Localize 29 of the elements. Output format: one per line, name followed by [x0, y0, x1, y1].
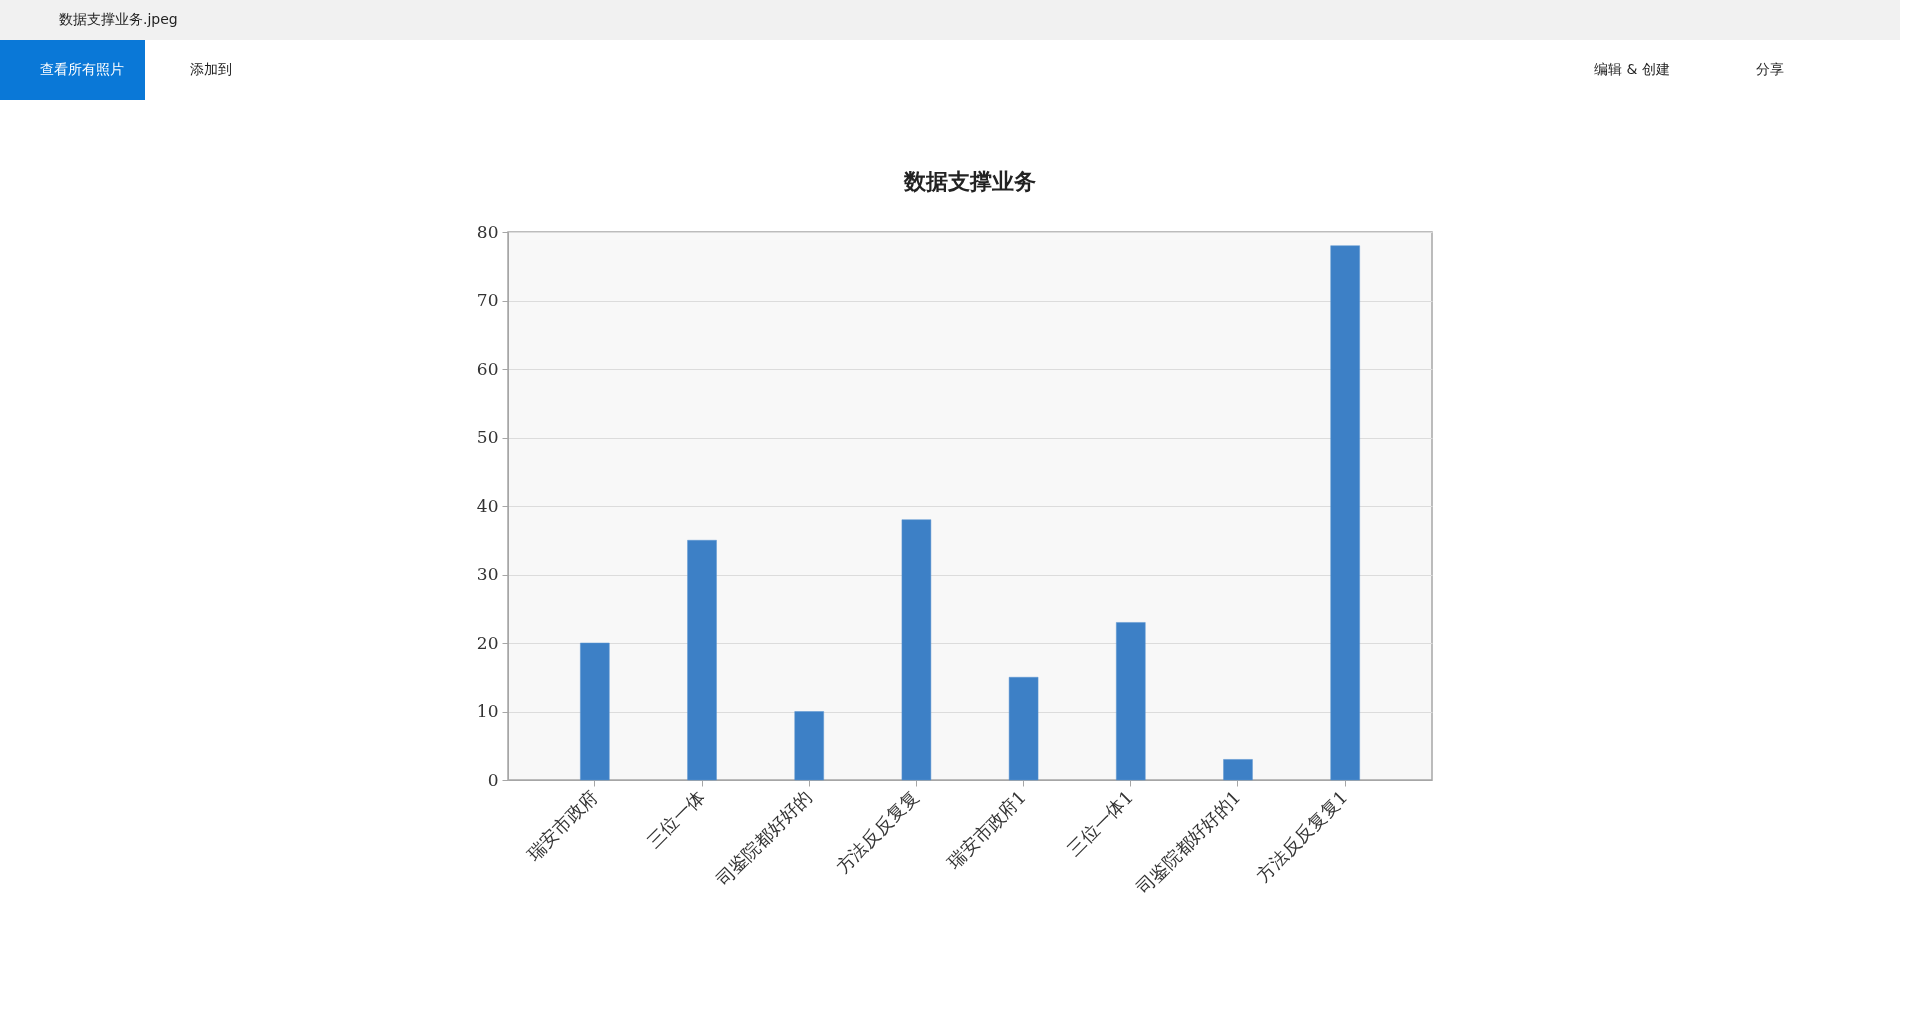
text: 编辑 & 创建 [1594, 61, 1670, 77]
x-tick-label: 瑞安市政府1 [943, 786, 1030, 873]
bar [901, 519, 932, 781]
y-tick-label: 50 [476, 427, 499, 447]
x-tick-label: 方法反反复复 [831, 786, 923, 878]
y-tick-label: 20 [476, 632, 499, 653]
text: 查看所有照片 [40, 61, 124, 77]
y-tick-label: 40 [476, 495, 499, 516]
bar [1116, 622, 1146, 781]
bar [580, 642, 610, 781]
x-tick-label: 三位一体 [642, 786, 709, 852]
bar [794, 711, 824, 781]
chart-title: 数据支撑业务 [903, 168, 1036, 194]
text: 添加到 [190, 61, 232, 77]
text: 分享 [1756, 61, 1784, 77]
y-tick-label: 80 [476, 221, 499, 242]
y-tick-label: 0 [487, 769, 499, 790]
bar [687, 540, 717, 781]
x-tick-label: 瑞安市政府 [522, 786, 602, 865]
bar [1330, 245, 1360, 781]
y-tick-label: 30 [476, 564, 499, 584]
y-tick-label: 10 [476, 701, 499, 721]
y-tick-label: 70 [476, 290, 499, 310]
text: 数据支撑业务.jpeg [59, 11, 178, 27]
bar [1223, 759, 1253, 781]
x-tick-label: 司鉴院都好好的 [711, 786, 816, 890]
x-tick-label: 方法反反复复1 [1252, 786, 1352, 886]
y-tick-label: 60 [476, 358, 499, 379]
bar [1008, 677, 1039, 781]
